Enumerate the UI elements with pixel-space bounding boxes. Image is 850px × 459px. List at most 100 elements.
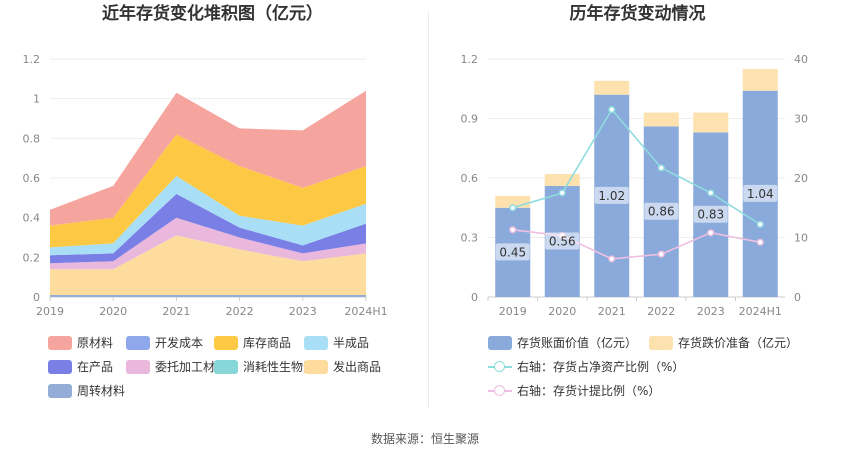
x-tick-label: 2024H1 <box>739 305 782 318</box>
y2-tick-label: 10 <box>794 232 808 245</box>
right-chart-panel: 历年存货变动情况 0 0.3 0.6 0.9 1.2 0 10 20 30 40 0.45 0.56 1… <box>425 0 850 410</box>
legend-swatch <box>126 336 150 350</box>
legend-swatch <box>488 384 512 398</box>
left-chart-panel: 近年存货变化堆积图（亿元） 0 0.2 0.4 0.6 0.8 1 1.2 2019 2020 2… <box>0 0 425 410</box>
legend-label: 在产品 <box>77 360 114 374</box>
line-point <box>608 255 616 263</box>
stacked-area-chart: 0 0.2 0.4 0.6 0.8 1 1.2 2019 2020 2021 2022 2023 202… <box>23 53 388 318</box>
y-tick-label: 0.9 <box>461 113 479 126</box>
x-tick-label: 2023 <box>697 305 725 318</box>
y-tick-label: 1.2 <box>23 53 41 66</box>
left-chart-title: 近年存货变化堆积图（亿元） <box>102 4 323 24</box>
x-tick-label: 2022 <box>226 305 254 318</box>
x-tick-label: 2021 <box>598 305 626 318</box>
x-tick-label: 2019 <box>499 305 527 318</box>
y-tick-label: 0.6 <box>461 172 479 185</box>
data-label: 0.83 <box>697 208 724 222</box>
y2-tick-label: 30 <box>794 113 808 126</box>
y-tick-label: 0.8 <box>23 132 41 145</box>
legend-swatch <box>48 384 72 398</box>
legend-item[interactable]: 存货跌价准备（亿元） <box>649 336 798 350</box>
legend-item[interactable]: 右轴：存货计提比例（%） <box>488 384 660 398</box>
legend-item[interactable]: 存货账面价值（亿元） <box>488 336 637 350</box>
bar-impairment-reserve <box>643 112 679 127</box>
legend-label: 周转材料 <box>77 384 126 398</box>
y-tick-label: 0 <box>471 291 478 304</box>
x-tick-label: 2020 <box>99 305 127 318</box>
inventory-bar-line-chart: 0 0.3 0.6 0.9 1.2 0 10 20 30 40 0.45 0.56 1.02 0.86 0.… <box>461 53 809 318</box>
legend-item[interactable]: 委托加工材料 <box>126 360 227 374</box>
area-series <box>50 134 366 248</box>
legend-swatch <box>488 336 512 350</box>
legend-item[interactable]: 开发成本 <box>126 336 203 350</box>
data-label: 0.45 <box>499 245 526 259</box>
x-tick-label: 2024H1 <box>344 305 387 318</box>
y-tick-label: 0 <box>33 291 40 304</box>
y2-tick-label: 40 <box>794 53 808 66</box>
legend-label: 半成品 <box>333 336 370 350</box>
data-label-bg <box>495 243 530 261</box>
line-inventory-to-net-assets <box>512 108 761 226</box>
data-label-bg <box>644 202 679 220</box>
bar-impairment-reserve <box>544 174 580 186</box>
legend-swatch <box>649 336 673 350</box>
line-point <box>707 189 715 197</box>
legend-swatch <box>214 360 238 374</box>
area-series <box>50 90 366 226</box>
legend-item[interactable]: 在产品 <box>48 360 113 374</box>
legend-item[interactable]: 右轴：存货占净资产比例（%） <box>488 360 684 374</box>
line-point <box>509 204 517 212</box>
data-label: 0.86 <box>648 205 675 219</box>
line-point <box>657 250 665 258</box>
area-series <box>50 295 366 297</box>
legend-item[interactable]: 库存商品 <box>214 336 291 350</box>
legend-swatch <box>126 360 150 374</box>
y-tick-label: 0.3 <box>461 232 479 245</box>
right-chart-title: 历年存货变动情况 <box>569 4 706 24</box>
legend-swatch <box>304 360 328 374</box>
legend-label: 存货账面价值（亿元） <box>517 336 638 350</box>
x-tick-label: 2020 <box>548 305 576 318</box>
legend-swatch <box>304 336 328 350</box>
bar-impairment-reserve <box>693 112 729 133</box>
legend-swatch <box>48 336 72 350</box>
x-tick-label: 2019 <box>36 305 64 318</box>
line-point <box>657 164 665 172</box>
y-tick-label: 1.2 <box>461 53 479 66</box>
data-label-bg <box>545 232 580 250</box>
legend-item[interactable]: 周转材料 <box>48 384 125 398</box>
data-label-bg <box>693 205 728 223</box>
panel-divider <box>428 12 429 408</box>
legend-label: 库存商品 <box>243 336 292 350</box>
area-series <box>50 176 366 256</box>
x-tick-label: 2021 <box>162 305 190 318</box>
legend-item[interactable]: 发出商品 <box>304 360 381 374</box>
y2-tick-label: 0 <box>794 291 801 304</box>
legend-label: 存货跌价准备（亿元） <box>678 336 799 350</box>
legend-label: 发出商品 <box>333 360 382 374</box>
legend-label: 原材料 <box>77 336 114 350</box>
legend-label: 右轴：存货计提比例（%） <box>517 384 661 398</box>
legend-item[interactable]: 半成品 <box>304 336 369 350</box>
area-series <box>50 235 366 295</box>
legend-label: 右轴：存货占净资产比例（%） <box>517 360 685 374</box>
data-label: 1.02 <box>598 189 625 203</box>
x-tick-label: 2022 <box>647 305 675 318</box>
area-series <box>50 217 366 270</box>
data-source-footer: 数据来源：恒生聚源 <box>370 432 479 446</box>
legend-label: 委托加工材料 <box>155 360 228 374</box>
legend-item[interactable]: 原材料 <box>48 336 113 350</box>
legend-swatch <box>488 360 512 374</box>
legend-swatch <box>48 360 72 374</box>
line-point <box>756 238 764 246</box>
y2-tick-label: 20 <box>794 172 808 185</box>
data-label-bg <box>743 184 778 202</box>
bar-impairment-reserve <box>742 68 778 91</box>
bar-impairment-reserve <box>594 80 630 95</box>
line-point <box>509 226 517 234</box>
bar-impairment-reserve <box>495 195 531 208</box>
y-tick-label: 1 <box>33 93 40 106</box>
y-tick-label: 0.6 <box>23 172 41 185</box>
y-tick-label: 0.4 <box>23 212 41 225</box>
data-label-bg <box>594 186 629 204</box>
